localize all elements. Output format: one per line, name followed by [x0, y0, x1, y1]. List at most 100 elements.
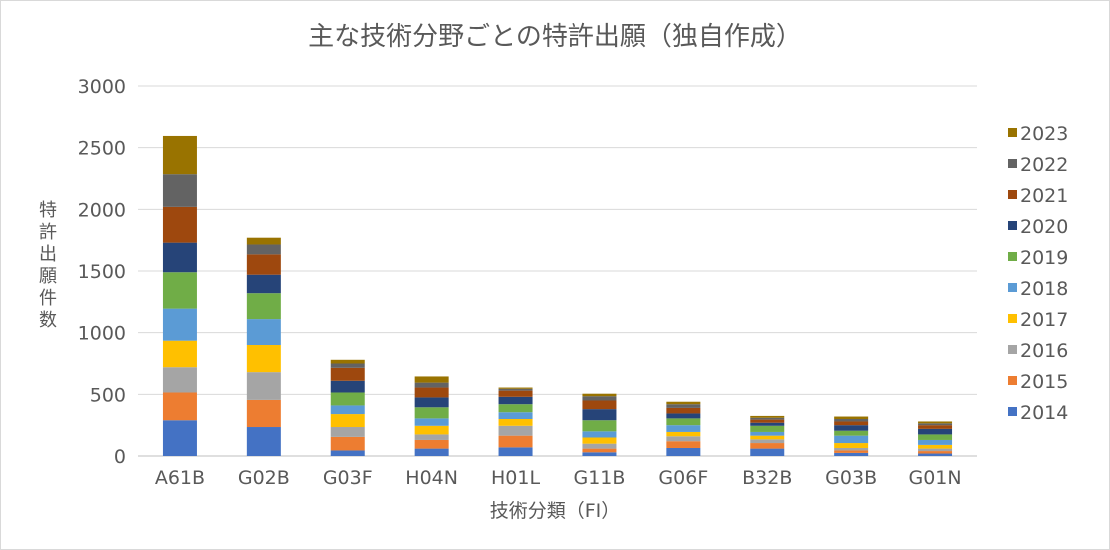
bar-segment — [666, 441, 701, 448]
bar-segment — [414, 397, 449, 408]
bar-segment — [918, 444, 953, 449]
bar-segment — [750, 443, 785, 449]
bar-segment — [750, 422, 785, 426]
bar-segment — [414, 407, 449, 419]
bar-segment — [918, 423, 953, 426]
bar-segment — [162, 420, 197, 456]
bar-segment — [582, 396, 617, 401]
legend-label: 2022 — [1020, 154, 1068, 176]
bar-segment — [834, 416, 869, 419]
bar-segment — [918, 428, 953, 435]
bar-segment — [834, 450, 869, 453]
bar-segment — [414, 439, 449, 449]
bar-segment — [498, 435, 533, 448]
bar-segment — [666, 413, 701, 419]
bar-segment — [414, 448, 449, 456]
legend-label: 2014 — [1020, 402, 1068, 424]
legend-label: 2023 — [1020, 123, 1068, 145]
bar-segment — [330, 450, 365, 456]
bar-segment — [750, 419, 785, 423]
bar-segment — [162, 367, 197, 393]
bar-segment — [246, 372, 281, 400]
chart-title: 主な技術分野ごとの特許出願（独自作成） — [308, 22, 802, 52]
bar-segment — [750, 417, 785, 420]
legend-label: 2018 — [1020, 278, 1068, 300]
legend-label: 2016 — [1020, 340, 1068, 362]
bar-segment — [918, 434, 953, 440]
bar-segment — [834, 419, 869, 422]
bar-segment — [330, 414, 365, 428]
bar-segment — [246, 399, 281, 428]
bar-segment — [834, 421, 869, 426]
bar-segment — [666, 425, 701, 432]
bar-segment — [750, 415, 785, 418]
bar-segment — [246, 274, 281, 294]
legend-label: 2020 — [1020, 216, 1068, 238]
bar-segment — [498, 387, 533, 389]
bar-segment — [834, 435, 869, 444]
x-tick-label: G01N — [908, 467, 961, 489]
bar-segment — [750, 425, 785, 432]
bar-segment — [414, 376, 449, 383]
bar-segment — [498, 419, 533, 426]
bar-segment — [918, 439, 953, 445]
bar-segment — [162, 340, 197, 368]
bar-segment — [918, 421, 953, 424]
bar-segment — [330, 359, 365, 364]
bar-segment — [498, 447, 533, 456]
legend-swatch — [1008, 190, 1017, 199]
bar-segment — [834, 447, 869, 451]
bar-segment — [834, 443, 869, 448]
bar-segment — [582, 393, 617, 397]
x-tick-label: B32B — [742, 467, 792, 489]
y-tick-label: 1500 — [78, 261, 126, 283]
bar-segment — [246, 293, 281, 320]
bar-segment — [246, 319, 281, 345]
legend-label: 2021 — [1020, 185, 1068, 207]
bar-segment — [330, 367, 365, 381]
bar-segment — [330, 427, 365, 437]
bar-segment — [582, 452, 617, 456]
bar-segment — [666, 447, 701, 456]
bar-segment — [498, 388, 533, 391]
bar-segment — [918, 448, 953, 452]
bar-segment — [666, 431, 701, 437]
bar-segment — [246, 427, 281, 456]
y-tick-label: 500 — [90, 384, 126, 406]
x-tick-label: A61B — [155, 467, 205, 489]
bar-segment — [834, 430, 869, 436]
bar-segment — [750, 435, 785, 440]
legend-swatch — [1008, 407, 1017, 416]
bar-segment — [498, 425, 533, 436]
bar-segment — [162, 206, 197, 243]
bar-segment — [582, 448, 617, 453]
bar-segment — [414, 382, 449, 388]
legend-swatch — [1008, 128, 1017, 137]
x-tick-label: G03F — [323, 467, 373, 489]
bar-segment — [582, 431, 617, 438]
bar-segment — [498, 396, 533, 405]
bar-segment — [666, 401, 701, 405]
bar-segment — [162, 272, 197, 309]
legend-label: 2019 — [1020, 247, 1068, 269]
bar-segment — [330, 436, 365, 451]
legend-swatch — [1008, 376, 1017, 385]
x-axis-label: 技術分類（FI） — [489, 500, 621, 522]
y-tick-label: 2500 — [78, 138, 126, 160]
x-tick-label: H04N — [405, 467, 458, 489]
x-tick-label: G06F — [658, 467, 708, 489]
bar-segment — [834, 425, 869, 431]
bar-segment — [750, 448, 785, 456]
legend-swatch — [1008, 314, 1017, 323]
bar-segment — [330, 363, 365, 368]
y-tick-label: 1000 — [78, 323, 126, 345]
bar-segment — [918, 425, 953, 429]
bar-segment — [246, 254, 281, 275]
bar-segment — [246, 244, 281, 255]
bar-segment — [750, 431, 785, 436]
legend-swatch — [1008, 283, 1017, 292]
bar-segment — [246, 345, 281, 373]
bar-segment — [414, 434, 449, 440]
bar-segment — [666, 436, 701, 442]
